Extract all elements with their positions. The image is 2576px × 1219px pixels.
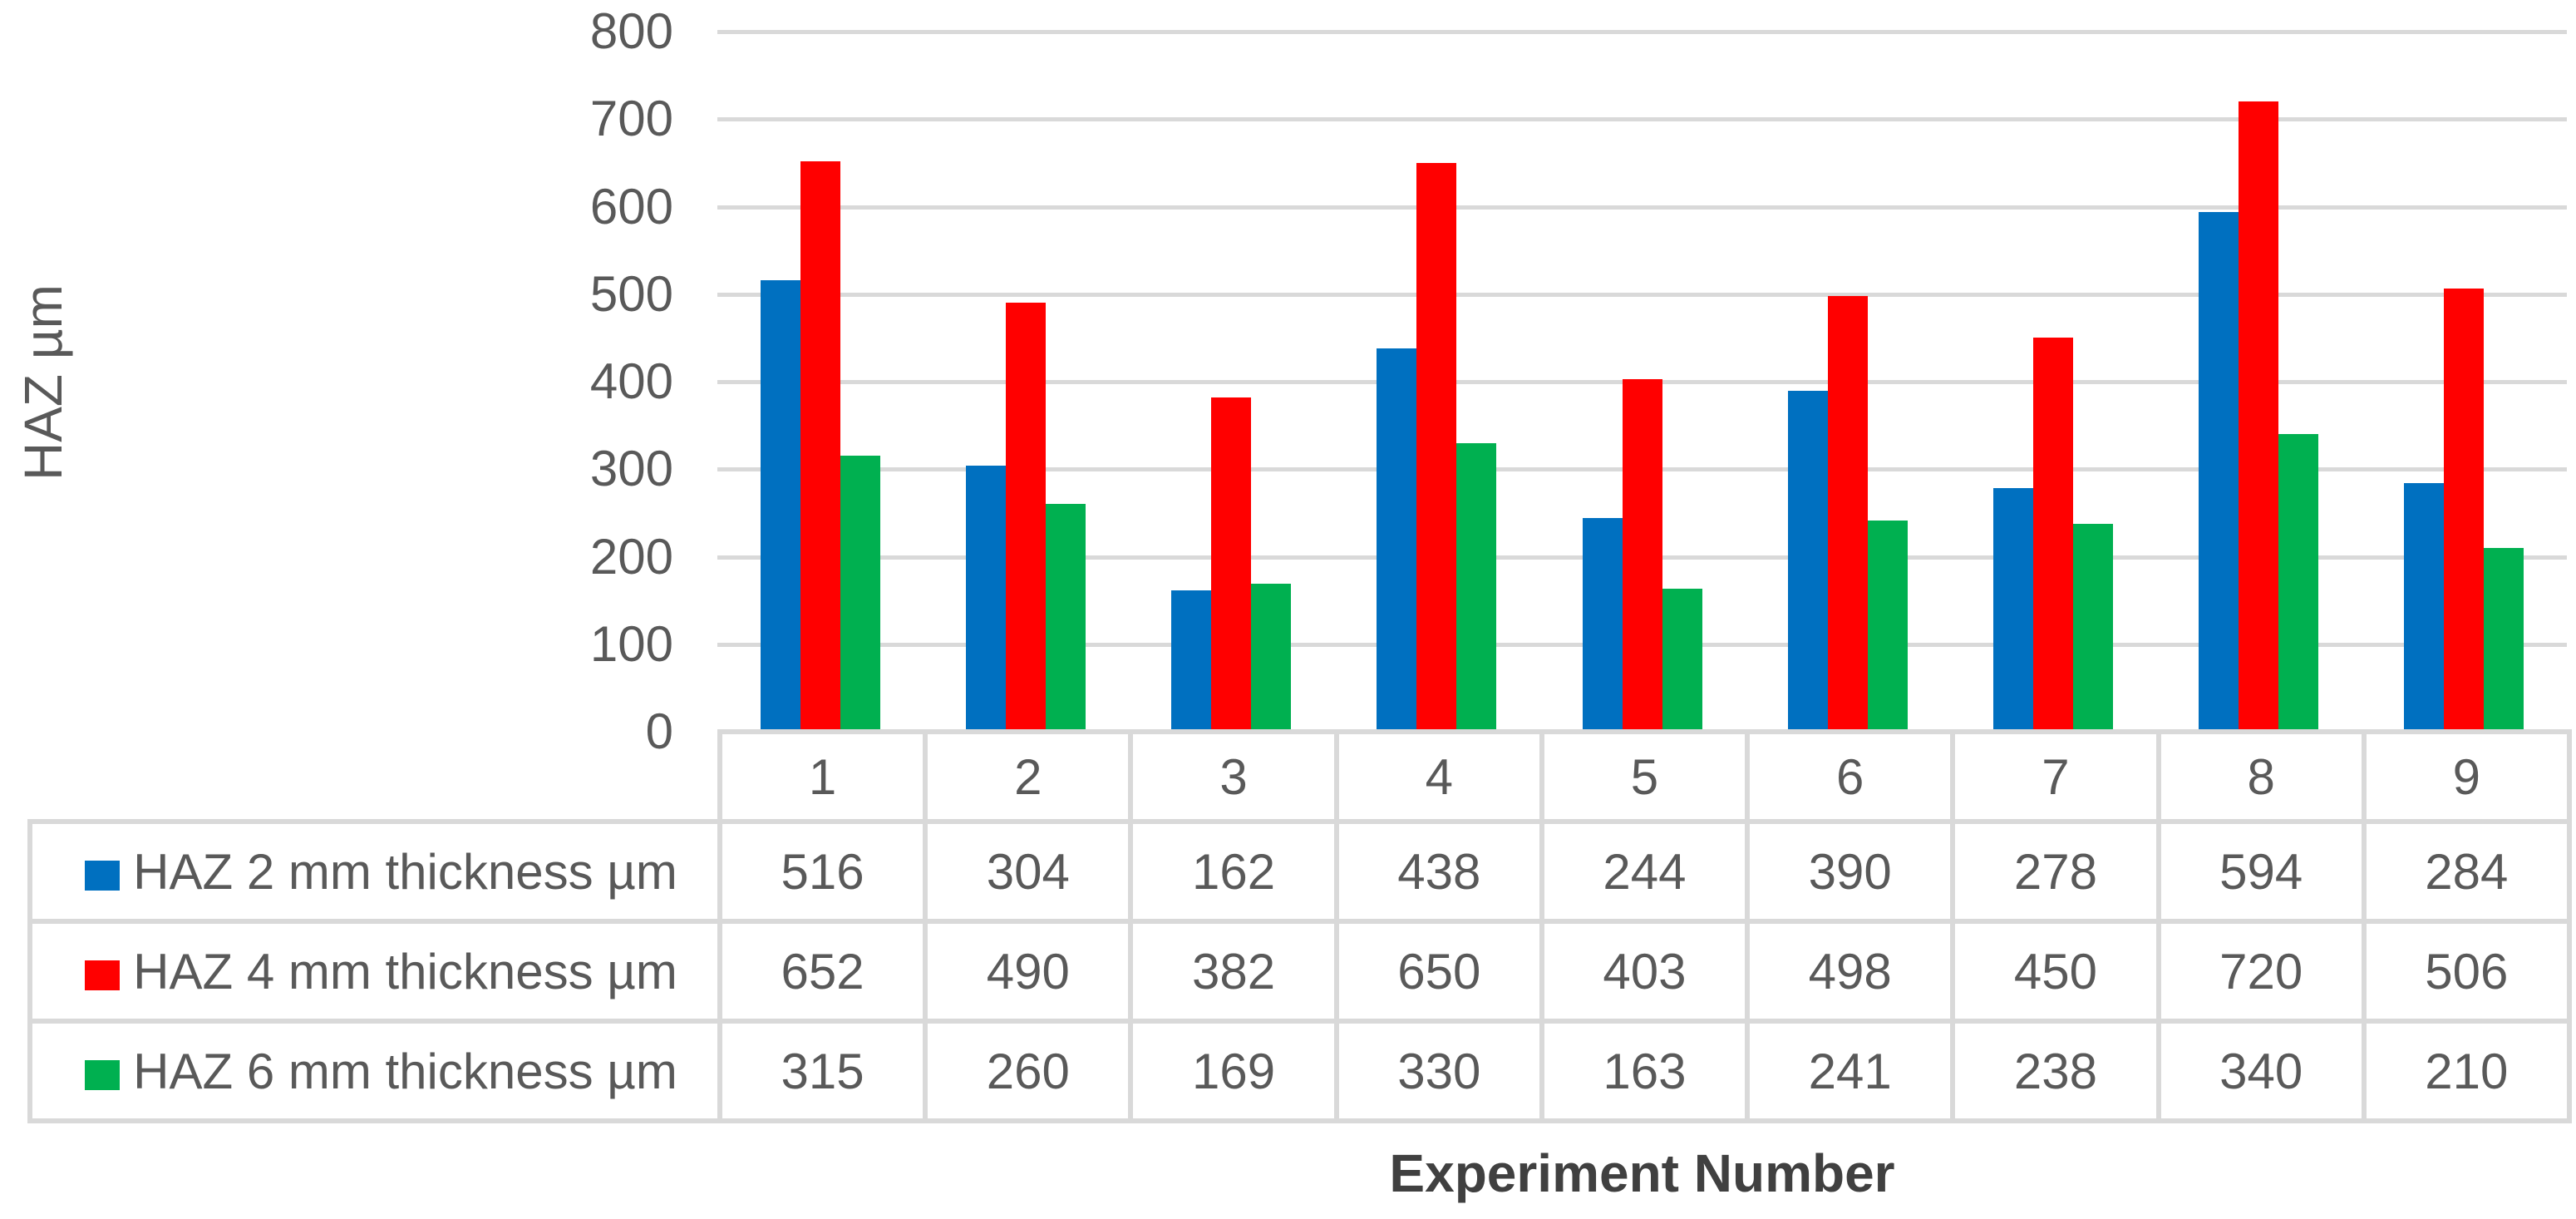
value-cell: 390 <box>1745 819 1956 924</box>
value-cell: 498 <box>1745 919 1956 1024</box>
value-cell: 340 <box>2155 1019 2367 1123</box>
bar-series-3-exp-6 <box>1867 521 1908 732</box>
table-row: HAZ 2 mm thickness µm 516 304 162 438 244 390 2… <box>27 819 2572 924</box>
value-cell: 403 <box>1539 919 1751 1024</box>
bar-series-1-exp-3 <box>1171 590 1212 732</box>
bar-series-3-exp-2 <box>1045 504 1086 732</box>
y-tick-label: 400 <box>589 353 673 409</box>
value-cell: 163 <box>1539 1019 1751 1123</box>
value-cell: 506 <box>2361 919 2572 1024</box>
bar-series-2-exp-9 <box>2444 289 2485 732</box>
bar-series-1-exp-6 <box>1787 390 1828 732</box>
y-tick-label: 300 <box>589 441 673 497</box>
gridline <box>717 30 2567 34</box>
x-axis-title: Experiment Number <box>1389 1143 1895 1203</box>
category-header-cell: 8 <box>2155 729 2367 824</box>
y-tick-label: 100 <box>589 615 673 672</box>
value-cell: 490 <box>923 919 1134 1024</box>
bar-series-2-exp-3 <box>1211 397 1252 732</box>
gridline <box>717 205 2567 210</box>
bar-series-1-exp-2 <box>965 466 1006 732</box>
table-corner-blank <box>30 732 722 824</box>
value-cell: 210 <box>2361 1019 2572 1123</box>
data-table: 1 2 3 4 5 6 7 8 9 HAZ 2 mm thickness µm 516 304 162 4… <box>27 729 2572 1123</box>
legend-cell: HAZ 6 mm thickness µm <box>27 1019 722 1123</box>
bar-series-2-exp-6 <box>1827 295 1868 732</box>
category-header-cell: 1 <box>717 729 928 824</box>
bar-series-3-exp-8 <box>2278 434 2319 732</box>
category-header-cell: 3 <box>1128 729 1339 824</box>
value-cell: 284 <box>2361 819 2572 924</box>
category-header-cell: 6 <box>1745 729 1956 824</box>
legend-label: HAZ 2 mm thickness µm <box>133 843 677 900</box>
bar-series-2-exp-2 <box>1005 303 1046 732</box>
bar-series-1-exp-9 <box>2404 483 2445 732</box>
legend-cell: HAZ 2 mm thickness µm <box>27 819 722 924</box>
y-tick-label: 200 <box>589 528 673 585</box>
bar-series-1-exp-8 <box>2199 211 2239 732</box>
value-cell: 652 <box>717 919 928 1024</box>
bar-series-1-exp-1 <box>760 279 800 732</box>
y-tick-label: 800 <box>589 3 673 59</box>
value-cell: 720 <box>2155 919 2367 1024</box>
bar-series-3-exp-4 <box>1456 442 1497 732</box>
y-tick-label: 700 <box>589 91 673 147</box>
bar-series-3-exp-9 <box>2484 547 2524 732</box>
bar-series-3-exp-7 <box>2072 523 2113 732</box>
table-row: HAZ 6 mm thickness µm 315 260 169 330 163 241 2… <box>27 1019 2572 1123</box>
gridline <box>717 117 2567 122</box>
plot-area <box>717 30 2567 732</box>
bar-series-3-exp-1 <box>840 456 880 732</box>
bar-series-2-exp-7 <box>2032 338 2073 732</box>
bar-series-2-exp-8 <box>2239 101 2279 732</box>
category-header-cell: 9 <box>2361 729 2572 824</box>
y-tick-label: 500 <box>589 265 673 322</box>
bar-series-2-exp-4 <box>1416 162 1457 732</box>
value-cell: 382 <box>1128 919 1339 1024</box>
value-cell: 594 <box>2155 819 2367 924</box>
bar-series-2-exp-1 <box>800 160 840 732</box>
value-cell: 450 <box>1950 919 2161 1024</box>
value-cell: 438 <box>1333 819 1544 924</box>
value-cell: 516 <box>717 819 928 924</box>
bar-series-1-exp-4 <box>1377 348 1417 732</box>
legend-key-swatch <box>85 1059 121 1090</box>
legend-key-swatch <box>85 860 121 891</box>
value-cell: 260 <box>923 1019 1134 1123</box>
category-header-cell: 5 <box>1539 729 1751 824</box>
value-cell: 238 <box>1950 1019 2161 1123</box>
legend-label: HAZ 4 mm thickness µm <box>133 943 677 999</box>
gridline <box>717 292 2567 297</box>
y-axis-title: HAZ µm <box>13 284 73 481</box>
category-header-cell: 7 <box>1950 729 2161 824</box>
value-cell: 315 <box>717 1019 928 1123</box>
value-cell: 304 <box>923 819 1134 924</box>
value-cell: 162 <box>1128 819 1339 924</box>
bar-series-2-exp-5 <box>1622 378 1662 732</box>
bar-series-3-exp-5 <box>1662 589 1702 732</box>
value-cell: 650 <box>1333 919 1544 1024</box>
bar-series-3-exp-3 <box>1251 584 1292 732</box>
category-header-cell: 4 <box>1333 729 1544 824</box>
bar-series-1-exp-7 <box>1992 488 2033 732</box>
value-cell: 330 <box>1333 1019 1544 1123</box>
table-row: HAZ 4 mm thickness µm 652 490 382 650 403 498 4… <box>27 919 2572 1024</box>
category-header-cell: 2 <box>923 729 1134 824</box>
y-tick-label: 600 <box>589 178 673 234</box>
legend-cell: HAZ 4 mm thickness µm <box>27 919 722 1024</box>
value-cell: 169 <box>1128 1019 1339 1123</box>
legend-key-swatch <box>85 960 121 990</box>
bar-series-1-exp-5 <box>1582 518 1623 732</box>
value-cell: 278 <box>1950 819 2161 924</box>
legend-label: HAZ 6 mm thickness µm <box>133 1043 677 1099</box>
value-cell: 244 <box>1539 819 1751 924</box>
value-cell: 241 <box>1745 1019 1956 1123</box>
